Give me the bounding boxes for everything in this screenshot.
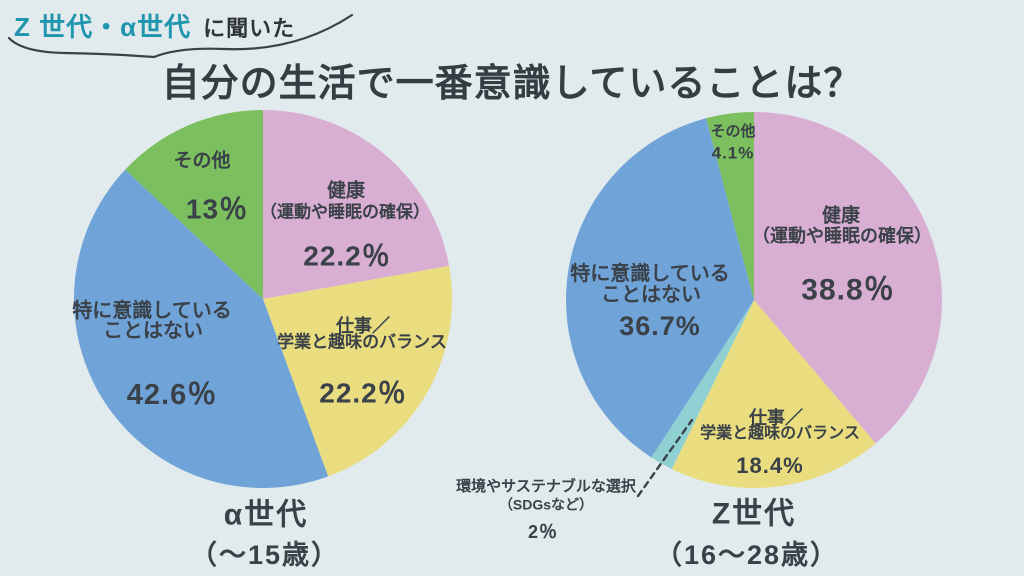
z-work-label-line1: 仕事／: [749, 408, 803, 429]
alpha-other-pct: 13％: [185, 193, 249, 225]
alpha-none-pct: 42.6％: [126, 379, 218, 412]
swoosh-underline: [7, 13, 354, 59]
pie-slice: [125, 110, 263, 299]
pie-slice: [566, 118, 754, 458]
alpha-none-label-line2: ことはない: [103, 320, 203, 342]
z-health-sublabel: （運動や睡眠の確保）: [752, 226, 932, 247]
z-none-pct: 36.7%: [619, 311, 701, 342]
alpha-health-label: 健康: [326, 180, 366, 202]
alpha-caption-age: （～15歳）: [189, 540, 341, 571]
alpha-health-pct: 22.2％: [303, 240, 391, 272]
pie-slice: [754, 112, 942, 444]
page-title: 自分の生活で一番意識していることは？: [161, 63, 863, 105]
alpha-other-label: その他: [173, 150, 231, 172]
z-sdgs-pct: 2％: [527, 522, 559, 543]
z-caption: Z世代: [711, 497, 797, 531]
z-health-label: 健康: [821, 205, 861, 227]
alpha-caption: α世代: [223, 498, 309, 532]
z-other-label: その他: [710, 122, 756, 140]
header-badge: Z 世代・α世代 に聞いた: [14, 7, 295, 44]
alpha-health-sublabel: （運動や睡眠の確保）: [260, 202, 430, 222]
sdgs-callout-dashed-line: [636, 418, 694, 498]
pie-slice: [671, 300, 876, 488]
z-none-label-line2: ことはない: [601, 284, 701, 306]
pie-chart-alpha: [74, 110, 452, 488]
alpha-work-label-line1: 仕事／: [336, 316, 390, 337]
pie-slice: [263, 265, 452, 477]
alpha-work-label-line2: 学業と趣味のバランス: [277, 332, 447, 352]
z-work-pct: 18.4%: [736, 452, 804, 478]
header-generations: Z 世代・α世代: [14, 12, 192, 42]
pie-chart-z: [566, 112, 942, 488]
header-suffix: に聞いた: [203, 16, 296, 41]
z-caption-age: （16～28歳）: [654, 540, 840, 571]
z-health-pct: 38.8％: [801, 273, 895, 307]
pie-slice: [74, 169, 329, 488]
z-sdgs-callout-line1: 環境やサステナブルな選択: [456, 477, 636, 495]
z-other-pct: 4.1%: [711, 143, 755, 163]
z-sdgs-callout-line2: （SDGsなど）: [498, 496, 594, 513]
z-work-label-line2: 学業と趣味のバランス: [700, 425, 860, 443]
pie-slice: [706, 112, 754, 300]
alpha-none-label-line1: 特に意識している: [72, 300, 232, 322]
pie-slice: [651, 300, 754, 470]
pie-slice: [263, 110, 450, 299]
alpha-work-pct: 22.2％: [319, 377, 407, 409]
z-none-label-line1: 特に意識している: [570, 263, 730, 285]
